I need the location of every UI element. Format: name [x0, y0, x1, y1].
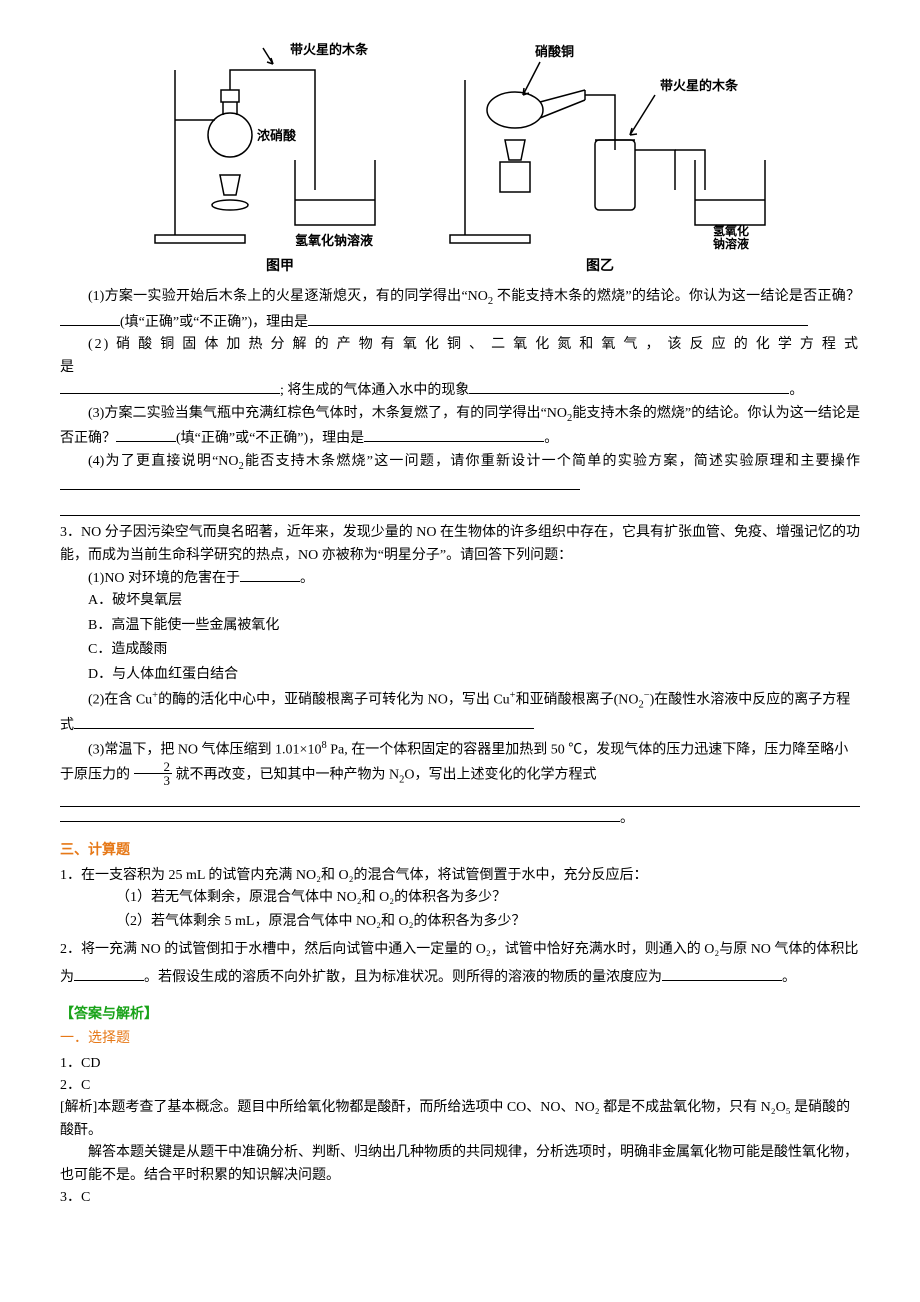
q3-p3-c: 就不再改变，已知其中一种产物为 N — [176, 767, 400, 782]
q3-p1-text: (1)NO 对环境的危害在于 — [88, 571, 240, 586]
s3-q1: 1．在一支容积为 25 mL 的试管内充满 NO₂和 O₂的混合气体，将试管倒置… — [60, 865, 860, 887]
fraction: 23 — [134, 760, 173, 787]
jia-bottom-label: 氢氧化钠溶液 — [295, 233, 373, 248]
yi-top-label: 硝酸铜 — [535, 44, 574, 59]
caption-yi: 图乙 — [586, 256, 614, 278]
yi-bottom-label-2: 钠溶液 — [713, 236, 749, 250]
yi-bottom-label-1: 氢氧化 — [713, 223, 749, 238]
q3-p2-b: 的酶的活化中心中，亚硝酸根离子可转化为 NO，写出 Cu — [158, 693, 510, 708]
q2-p2-b: ; 将生成的气体通入水中的现象 — [280, 383, 469, 398]
s3-q2-c: 。 — [782, 970, 796, 985]
q2-p3-d: 。 — [544, 431, 558, 446]
q2-p2-a: (2) 硝 酸 铜 固 体 加 热 分 解 的 产 物 有 氧 化 铜 、 二 … — [60, 337, 860, 374]
q3-p2: (2)在含 Cu+的酶的活化中心中，亚硝酸根离子可转化为 NO，写出 Cu+和亚… — [60, 688, 860, 738]
diagram-yi: 硝酸铜 带火星的木条 氢氧化 钠溶液 — [445, 40, 775, 250]
diagram-row: 带火星的木条 浓硝酸 氢氧化钠溶液 — [60, 40, 860, 250]
q2-p1: (1)方案一实验开始后木条上的火星逐渐熄灭，有的同学得出“NO2 不能支持木条的… — [60, 286, 860, 334]
yi-right-label: 带火星的木条 — [660, 78, 739, 93]
q2-p4-a: (4)为了更直接说明“NO — [88, 454, 239, 469]
ans-3: 3．C — [60, 1187, 860, 1209]
s3-q1-2: （2）若气体剩余 5 mL，原混合气体中 NO₂和 O₂的体积各为多少？ — [116, 911, 860, 933]
q3-optD: D．与人体血红蛋白结合 — [88, 664, 860, 686]
q3-p1-end: 。 — [300, 571, 314, 586]
q2-p2: (2) 硝 酸 铜 固 体 加 热 分 解 的 产 物 有 氧 化 铜 、 二 … — [60, 334, 860, 379]
q3-blankline2: 。 — [60, 807, 860, 830]
q2-p3-a: (3)方案二实验当集气瓶中充满红棕色气体时，木条复燃了，有的同学得出“NO — [88, 406, 567, 421]
q2-p2-line2: ; 将生成的气体通入水中的现象 。 — [60, 379, 860, 402]
q2-p2-c: 。 — [789, 383, 803, 398]
q2-p4-b: 能否支持木条燃烧”这一问题，请你重新设计一个简单的实验方案，简述实验原理和主要操… — [244, 454, 860, 469]
q3-optB: B．高温下能使一些金属被氧化 — [88, 615, 860, 637]
q3-p3-d: O，写出上述变化的化学方程式 — [404, 767, 596, 782]
diagram-jia: 带火星的木条 浓硝酸 氢氧化钠溶液 — [145, 40, 405, 250]
jia-top-label: 带火星的木条 — [290, 42, 369, 57]
q2-p1-b: 不能支持木条的燃烧”的结论。你认为这一结论是否正确？ — [493, 289, 860, 304]
ans-2-exp-a: [解析]本题考查了基本概念。题目中所给氧化物都是酸酐，而所给选项中 CO、NO、… — [60, 1097, 860, 1142]
answer-subsection: 一．选择题 — [60, 1028, 860, 1050]
q2-p1-c: (填“正确”或“不正确”)，理由是 — [120, 315, 308, 330]
q3-p2-a: (2)在含 Cu — [88, 693, 152, 708]
jia-mid-label: 浓硝酸 — [257, 128, 297, 143]
s3-q2-b: 。若假设生成的溶质不向外扩散，且为标准状况。则所得的溶液的物质的量浓度应为 — [144, 970, 662, 985]
diagram-captions: 图甲 图乙 — [60, 256, 860, 278]
q3-intro: 3．NO 分子因污染空气而臭名昭著，近年来，发现少量的 NO 在生物体的许多组织… — [60, 522, 860, 567]
q2-p4-blankline — [60, 499, 860, 517]
caption-jia: 图甲 — [266, 256, 294, 278]
q3-p3-a: (3)常温下，把 NO 气体压缩到 1.01×10 — [88, 742, 321, 757]
q2-p3-c: (填“正确”或“不正确”)，理由是 — [176, 431, 364, 446]
answer-title: 【答案与解析】 — [60, 1004, 860, 1026]
section3-title: 三、计算题 — [60, 840, 860, 862]
ans-1: 1．CD — [60, 1053, 860, 1075]
q3-blankline1 — [60, 789, 860, 807]
q3-optC: C．造成酸雨 — [88, 639, 860, 661]
q2-p3: (3)方案二实验当集气瓶中充满红棕色气体时，木条复燃了，有的同学得出“NO2能支… — [60, 403, 860, 451]
q2-p1-a: (1)方案一实验开始后木条上的火星逐渐熄灭，有的同学得出“NO — [88, 289, 488, 304]
s3-q1-1: （1）若无气体剩余，原混合气体中 NO₂和 O₂的体积各为多少？ — [116, 887, 860, 909]
ans-2-exp-b: 解答本题关键是从题干中准确分析、判断、归纳出几种物质的共同规律，分析选项时，明确… — [60, 1142, 860, 1187]
q3-p1: (1)NO 对环境的危害在于 。 — [60, 567, 860, 590]
s3-q2: 2．将一充满 NO 的试管倒扣于水槽中，然后向试管中通入一定量的 O₂，试管中恰… — [60, 936, 860, 992]
q3-p2-c: 和亚硝酸根离子(NO — [516, 693, 639, 708]
ans-2: 2．C — [60, 1075, 860, 1097]
q3-optA: A．破坏臭氧层 — [88, 590, 860, 612]
q3-p3: (3)常温下，把 NO 气体压缩到 1.01×108 Pa, 在一个体积固定的容… — [60, 738, 860, 789]
q2-p4: (4)为了更直接说明“NO2能否支持木条燃烧”这一问题，请你重新设计一个简单的实… — [60, 451, 860, 499]
